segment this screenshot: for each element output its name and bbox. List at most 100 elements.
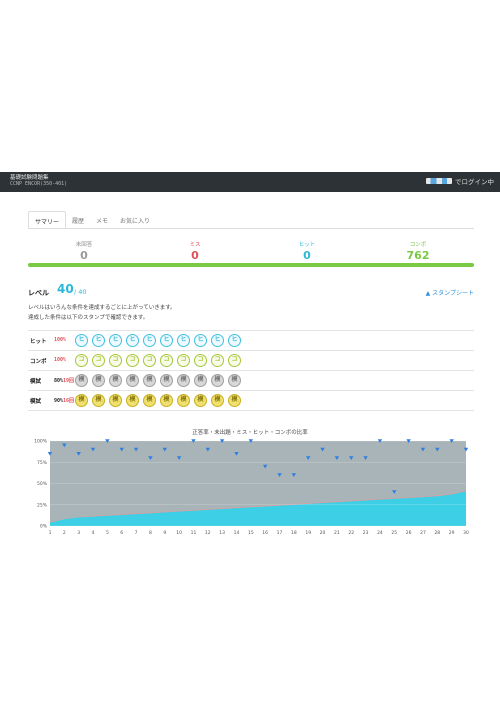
stamp-icon: コ xyxy=(177,354,190,367)
level-description-1: レベルはいろんな条件を達成するごとに上がっていきます。 xyxy=(28,305,176,311)
stamp-icon: コ xyxy=(211,354,224,367)
x-tick-label: 5 xyxy=(106,530,109,536)
accuracy-marker xyxy=(191,439,196,443)
stamp-icon: ヒ xyxy=(143,334,156,347)
accuracy-marker xyxy=(262,464,268,469)
stamp-row-percent: 80%19回 xyxy=(54,377,74,384)
chart-title: 正答率・未出題・ミス・ヒット・コンボの比率 xyxy=(192,430,308,436)
stamp-icon: ヒ xyxy=(177,334,190,347)
x-tick-label: 20 xyxy=(320,530,326,536)
stamp-icon: 模 xyxy=(143,394,156,407)
x-tick-label: 29 xyxy=(449,530,455,536)
accuracy-marker xyxy=(334,456,340,460)
x-tick-label: 18 xyxy=(291,530,297,536)
stamp-icon: ヒ xyxy=(211,334,224,347)
stamp-row-name: 模試 xyxy=(30,379,42,385)
accuracy-marker xyxy=(320,447,325,452)
stamp-icon: 模 xyxy=(177,394,190,407)
stamp-row: 模試 80%19回模模模模模模模模模模 xyxy=(28,370,474,390)
accuracy-marker xyxy=(76,451,81,456)
stamp-icon: 模 xyxy=(75,394,88,407)
stamp-icon: 模 xyxy=(143,374,156,387)
stat-value: 0 xyxy=(80,249,88,262)
stamp-row-count: 16回 xyxy=(63,398,75,404)
progress-fill xyxy=(28,263,474,267)
stamp-row-percent: 100% xyxy=(54,337,67,343)
stamp-icon: コ xyxy=(160,354,173,367)
header-bar: 基礎試験問題集 CCNP ENCOR(350-401) でログイン中 xyxy=(0,172,500,192)
stamp-row: コンボ 100% ココココココココココ xyxy=(28,350,474,370)
stamp-icon: 模 xyxy=(109,374,122,387)
accuracy-marker xyxy=(162,447,167,452)
level-label: レベル xyxy=(28,289,49,297)
accuracy-marker xyxy=(363,456,368,460)
tab-divider xyxy=(28,228,474,229)
accuracy-marker xyxy=(219,439,225,443)
stamp-icon: コ xyxy=(109,354,122,367)
accuracy-marker xyxy=(47,451,53,456)
stamp-sheet-link[interactable]: ▲ スタンプシート xyxy=(425,290,474,297)
stamp-icon: 模 xyxy=(160,394,173,407)
stamp-icon: 模 xyxy=(160,374,173,387)
stat-label: 未回答 xyxy=(75,242,93,248)
stamp-icon: 模 xyxy=(75,374,88,387)
x-tick-label: 12 xyxy=(205,530,211,536)
stamp-icon: ヒ xyxy=(160,334,173,347)
stamp-icon: コ xyxy=(126,354,139,367)
x-tick-label: 7 xyxy=(135,530,138,536)
stat-value: 0 xyxy=(303,249,311,262)
stat-label: コンボ xyxy=(409,242,427,248)
x-tick-label: 23 xyxy=(363,530,369,536)
service-logo-icon xyxy=(426,178,452,184)
x-tick-label: 17 xyxy=(277,530,283,536)
x-tick-label: 13 xyxy=(219,530,225,536)
stamp-icon: 模 xyxy=(126,374,139,387)
accuracy-marker xyxy=(277,473,282,477)
x-tick-label: 24 xyxy=(377,530,383,536)
accuracy-marker xyxy=(176,456,182,460)
login-status[interactable]: でログイン中 xyxy=(426,176,494,186)
stamp-icon: 模 xyxy=(92,394,105,407)
accuracy-marker xyxy=(248,439,254,443)
x-tick-label: 2 xyxy=(63,530,66,536)
stamp-row-percent: 90%16回 xyxy=(54,397,74,404)
accuracy-marker xyxy=(105,439,110,443)
x-tick-label: 9 xyxy=(163,530,166,536)
progress-bar xyxy=(28,263,474,267)
stamp-icon: ヒ xyxy=(75,334,88,347)
tab-history[interactable]: 履歴 xyxy=(72,218,85,225)
x-tick-label: 25 xyxy=(391,530,397,536)
accuracy-marker xyxy=(234,451,239,456)
ratio-chart: 0%25%50%75%100%1 2 3 4 5 6 7 8 9 10 11 12 13 14 15 16 17… xyxy=(34,439,469,537)
stamp-icon: 模 xyxy=(126,394,139,407)
stamp-icon: 模 xyxy=(194,394,207,407)
stamp-row-percent: 100% xyxy=(54,357,67,363)
stamp-row: 模試 90%16回模模模模模模模模模模 xyxy=(28,390,474,410)
stamp-icon: ヒ xyxy=(194,334,207,347)
x-tick-label: 1 xyxy=(49,530,52,536)
stamp-list: ココココココココココ xyxy=(75,354,241,367)
stamp-icon: コ xyxy=(143,354,156,367)
y-tick-label: 25% xyxy=(37,502,48,508)
stamp-icon: コ xyxy=(92,354,105,367)
accuracy-marker xyxy=(133,447,139,452)
stamp-row-threshold: 80% xyxy=(54,378,64,384)
tab-memo[interactable]: メモ xyxy=(96,218,109,225)
stamp-icon: コ xyxy=(228,354,241,367)
tab-summary[interactable]: サマリー xyxy=(28,211,67,229)
accuracy-marker xyxy=(90,447,96,452)
login-text: でログイン中 xyxy=(455,178,494,186)
stamp-icon: 模 xyxy=(211,394,224,407)
y-tick-label: 50% xyxy=(37,481,48,487)
stamp-row-name: 模試 xyxy=(30,399,42,405)
accuracy-marker xyxy=(377,439,383,443)
accuracy-marker xyxy=(205,447,210,452)
x-tick-label: 6 xyxy=(120,530,123,536)
stamp-row-threshold: 90% xyxy=(54,398,64,404)
stamp-icon: コ xyxy=(194,354,207,367)
accuracy-marker xyxy=(392,490,397,494)
stamp-row-count: 19回 xyxy=(63,378,75,384)
stamp-icon: 模 xyxy=(177,374,190,387)
tab-favorites[interactable]: お気に入り xyxy=(120,218,151,225)
